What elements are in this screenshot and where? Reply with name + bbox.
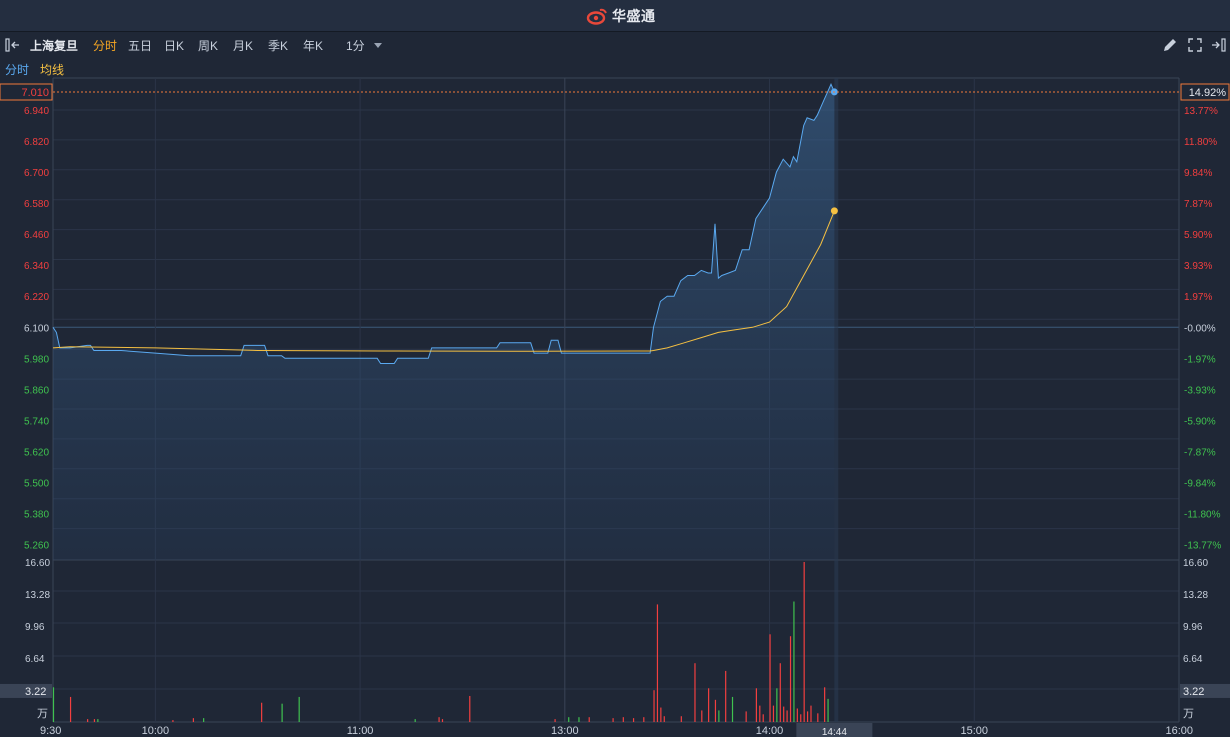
- volume-tick-label: 16.60: [25, 558, 50, 569]
- volume-tick-label-right: 16.60: [1183, 558, 1208, 569]
- volume-cursor-label-right: 3.22: [1183, 686, 1204, 698]
- price-tick-label: 5.740: [24, 416, 49, 427]
- price-tick-label: 5.620: [24, 447, 49, 458]
- current-price-label: 7.010: [21, 87, 49, 99]
- volume-cursor-label-left: 3.22: [25, 686, 46, 698]
- time-axis-label: 11:00: [347, 725, 374, 737]
- pencil-icon[interactable]: [1162, 37, 1178, 53]
- current-pct-box: [1180, 83, 1230, 101]
- legend-price: 分时: [5, 63, 30, 77]
- price-tick-label: 5.500: [24, 478, 49, 489]
- avg-series-line: [52, 210, 835, 352]
- fullscreen-icon[interactable]: [1187, 37, 1203, 53]
- price-tick-label: 6.340: [24, 261, 49, 272]
- avg-line: [52, 207, 838, 352]
- pct-tick-label: 11.80%: [1184, 137, 1217, 148]
- interval-select[interactable]: 1分: [346, 39, 365, 53]
- price-tick-label: 6.820: [24, 137, 49, 148]
- tab-five-day[interactable]: 五日: [128, 39, 153, 53]
- time-cursor-box: [796, 723, 873, 737]
- price-tick-label: 5.380: [24, 509, 49, 520]
- tab-intraday[interactable]: 分时: [93, 39, 118, 53]
- current-pct-label: 14.92%: [1189, 87, 1227, 99]
- volume-tick-label-right: 13.28: [1183, 590, 1208, 601]
- price-tick-label: 5.260: [24, 540, 49, 551]
- price-area-fill: [53, 84, 835, 560]
- legend-bar: 分时 均线: [0, 58, 1230, 78]
- title-bar: 华盛通: [0, 0, 1230, 32]
- price-tick-label: 5.980: [24, 354, 49, 365]
- pct-tick-label: -3.93%: [1184, 385, 1216, 396]
- stock-name: 上海复旦: [30, 39, 79, 53]
- volume-cursor-box-left: [0, 683, 52, 698]
- cursor-band: [834, 78, 839, 722]
- pct-tick-label: -11.80%: [1184, 509, 1221, 520]
- time-axis-label: 10:00: [142, 725, 170, 737]
- time-axis-label: 14:00: [756, 725, 784, 737]
- tab-daily-k[interactable]: 日K: [164, 39, 185, 53]
- huashengtong-logo-icon: [586, 8, 607, 25]
- price-tick-label: 6.100: [24, 323, 49, 334]
- pct-tick-label: -7.87%: [1184, 447, 1216, 458]
- time-axis-label: 13:00: [551, 725, 579, 737]
- volume-tick-label: 6.64: [25, 654, 45, 665]
- price-series-line: [52, 82, 835, 364]
- time-cursor-label: 14:44: [822, 727, 847, 737]
- price-tick-label: 6.700: [24, 168, 49, 179]
- price-tick-label: 6.580: [24, 199, 49, 210]
- pct-tick-label: 13.77%: [1184, 106, 1218, 117]
- tab-yearly-k[interactable]: 年K: [303, 39, 324, 53]
- pct-tick-label: -9.84%: [1184, 478, 1216, 489]
- pct-tick-label: 5.90%: [1184, 230, 1212, 241]
- pct-tick-label: -13.77%: [1184, 540, 1221, 551]
- collapse-right-icon[interactable]: [1209, 37, 1227, 53]
- avg-last-point: [830, 207, 838, 215]
- volume-tick-label: 13.28: [25, 590, 50, 601]
- price-tick-label: 6.220: [24, 292, 49, 303]
- tab-quarterly-k[interactable]: 季K: [268, 39, 289, 53]
- brand-name: 华盛通: [612, 8, 656, 24]
- collapse-left-icon[interactable]: [5, 37, 23, 53]
- pct-tick-label: 7.87%: [1184, 199, 1212, 210]
- time-axis-label: 16:00: [1165, 725, 1193, 737]
- brand: 华盛通: [586, 6, 656, 26]
- toolbar: 上海复旦 分时 五日 日K 周K 月K 季K 年K 1分: [0, 32, 1230, 58]
- tab-weekly-k[interactable]: 周K: [198, 39, 219, 53]
- time-axis-label: 9:30: [40, 725, 61, 737]
- volume-unit-label-right: 万: [1183, 708, 1194, 720]
- axis-labels: 6.940 6.820 6.700 6.580 6.460 6.340 6.220 6.100…: [0, 83, 1230, 737]
- current-price-box: [0, 83, 53, 101]
- volume-tick-label-right: 9.96: [1183, 622, 1203, 633]
- legend-avg: 均线: [40, 63, 65, 77]
- pct-tick-label: 9.84%: [1184, 168, 1212, 179]
- price-tick-label: 6.940: [24, 106, 49, 117]
- volume-unit-label: 万: [37, 708, 48, 720]
- price-tick-label: 6.460: [24, 230, 49, 241]
- price-area: [53, 84, 835, 560]
- price-tick-label: 5.860: [24, 385, 49, 396]
- chevron-down-icon[interactable]: [373, 42, 383, 50]
- volume-cursor-box-right: [1180, 683, 1230, 698]
- time-axis-label: 15:00: [961, 725, 989, 737]
- tab-monthly-k[interactable]: 月K: [233, 39, 254, 53]
- pct-tick-label: -1.97%: [1184, 354, 1216, 365]
- volume-bars: [52, 562, 829, 722]
- volume-tick-label-right: 6.64: [1183, 654, 1203, 665]
- pct-tick-label: -0.00%: [1184, 323, 1216, 334]
- volume-tick-label: 9.96: [25, 622, 45, 633]
- pct-tick-label: 1.97%: [1184, 292, 1212, 303]
- pct-tick-label: -5.90%: [1184, 416, 1216, 427]
- pct-tick-label: 3.93%: [1184, 261, 1212, 272]
